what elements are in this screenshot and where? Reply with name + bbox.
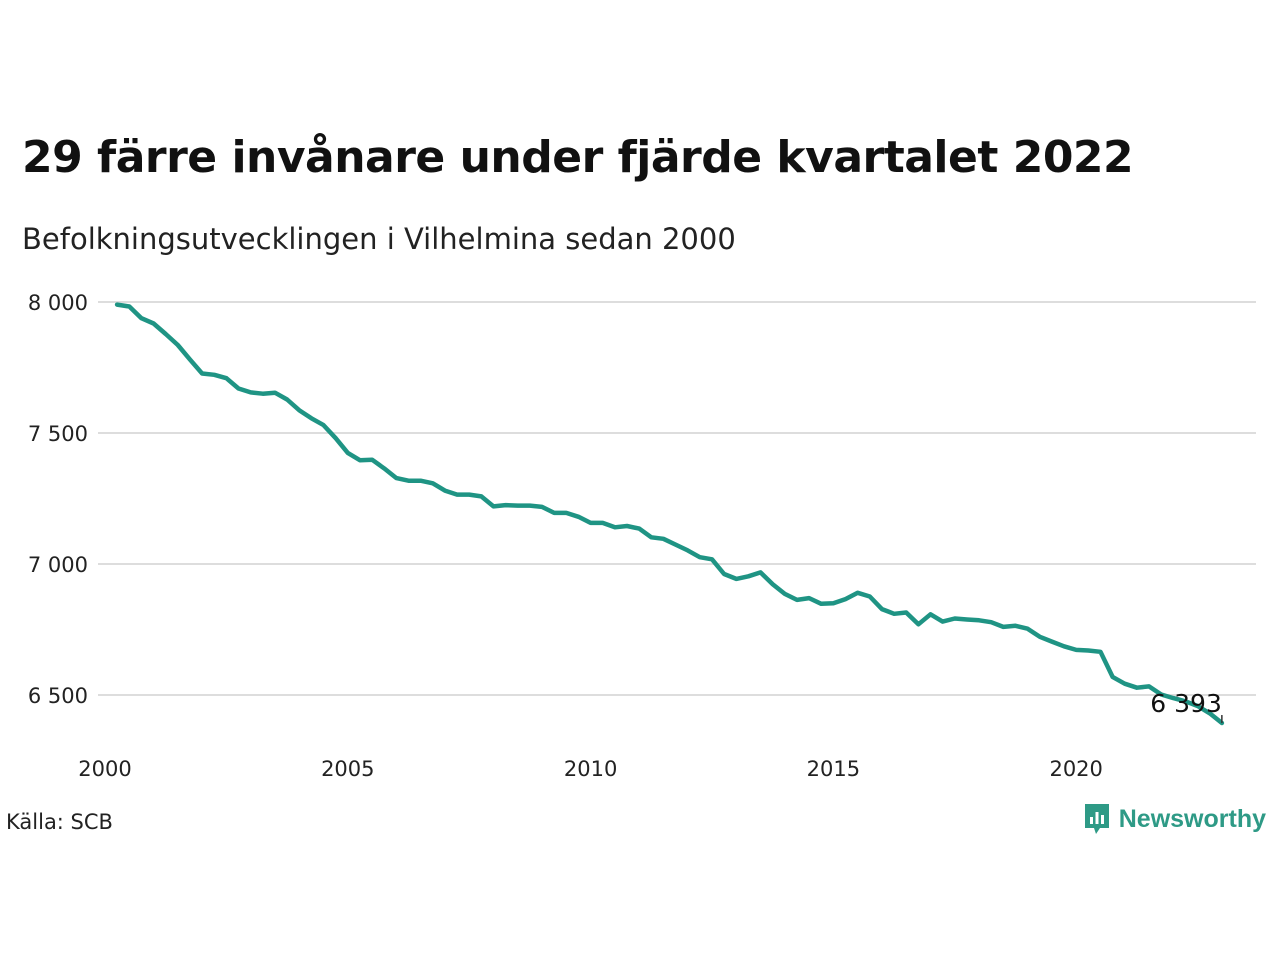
x-tick-label: 2010 [564, 757, 617, 781]
series-line [114, 302, 1225, 726]
chart-subtitle: Befolkningsutvecklingen i Vilhelmina sed… [22, 222, 736, 256]
y-tick-label: 7 500 [28, 422, 88, 446]
gridlines [98, 301, 1256, 696]
brand-name: Newsworthy [1118, 804, 1266, 833]
x-tick-label: 2005 [321, 757, 374, 781]
series-layer [114, 302, 1225, 726]
y-tick-label: 8 000 [28, 291, 88, 315]
newsworthy-logo-icon [1084, 804, 1109, 834]
x-tick-label: 2015 [807, 757, 860, 781]
chart-title: 29 färre invånare under fjärde kvartalet… [22, 132, 1134, 183]
y-tick-label: 7 000 [28, 553, 88, 577]
y-axis-tick-labels: 6 500 7 000 7 500 8 000 [28, 291, 88, 708]
x-tick-label: 2020 [1049, 757, 1102, 781]
source-credit: Källa: SCB [6, 810, 113, 834]
end-value-label: 6 393 [1150, 689, 1222, 718]
x-tick-label: 2000 [78, 757, 131, 781]
y-tick-label: 6 500 [28, 684, 88, 708]
x-axis-tick-labels: 2000 2005 2010 2015 2020 [78, 757, 1103, 781]
newsworthy-brand[interactable]: Newsworthy [1083, 802, 1266, 836]
annotation-layer: 6 393 [1150, 689, 1223, 724]
